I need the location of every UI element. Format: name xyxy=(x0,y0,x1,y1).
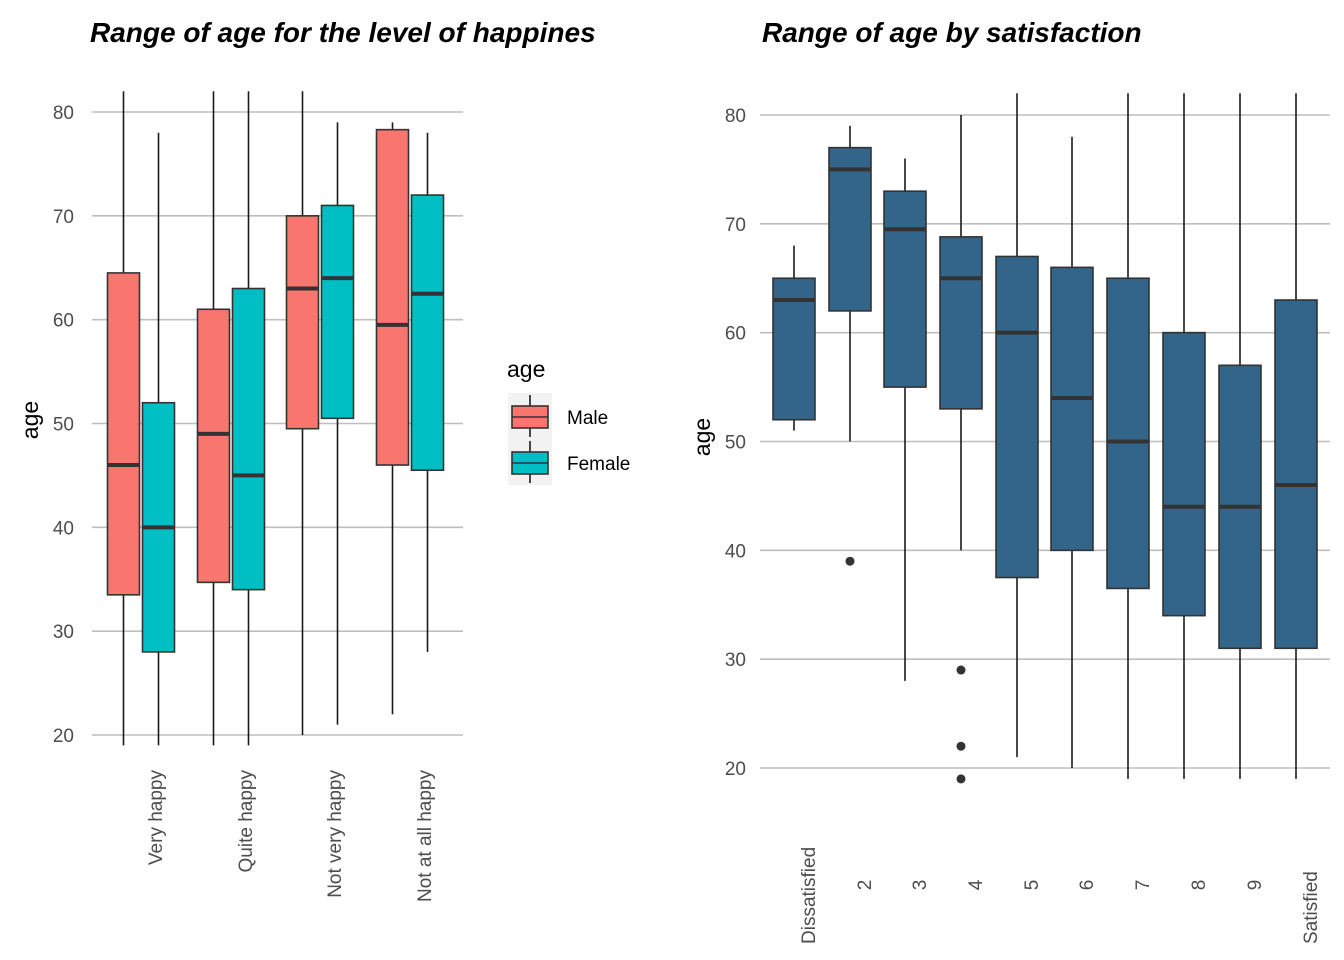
right-y-tick-30: 30 xyxy=(725,650,746,671)
right-x-tick-5: 5 xyxy=(1022,880,1043,891)
outlier-point xyxy=(956,774,966,784)
box-iqr xyxy=(1274,299,1318,650)
box-iqr xyxy=(1162,331,1206,617)
happiness-boxplot-panel: Range of age for the level of happines 2… xyxy=(17,17,630,902)
outlier-point xyxy=(845,556,855,566)
legend-label-female: Female xyxy=(567,454,630,475)
left-y-tick-30: 30 xyxy=(53,622,74,643)
box-female-not-at-all-happy xyxy=(410,132,445,652)
left-y-tick-60: 60 xyxy=(53,311,74,332)
box-iqr xyxy=(320,204,355,420)
left-y-tick-50: 50 xyxy=(53,415,74,436)
left-y-tick-40: 40 xyxy=(53,518,74,539)
right-y-tick-50: 50 xyxy=(725,433,746,454)
legend-label-male: Male xyxy=(567,408,608,429)
box-satisfied xyxy=(1274,93,1318,779)
box-iqr xyxy=(231,287,266,591)
box-male-not-very-happy xyxy=(285,91,320,735)
left-y-tick-80: 80 xyxy=(53,103,74,124)
outlier-point xyxy=(956,665,966,675)
box-4 xyxy=(939,115,983,784)
left-x-tick-not-at-all-happy: Not at all happy xyxy=(415,770,436,903)
satisfaction-boxplot-panel: Range of age by satisfaction 20 30 40 50 60 7… xyxy=(689,17,1330,944)
right-x-tick-labels: Dissatisfied 2 3 4 5 6 7 8 9 Satisfied xyxy=(799,847,1322,944)
right-y-tick-20: 20 xyxy=(725,759,746,780)
box-female-quite-happy xyxy=(231,91,266,746)
right-y-tick-70: 70 xyxy=(725,215,746,236)
box-5 xyxy=(995,93,1039,758)
box-iqr xyxy=(995,255,1039,579)
outlier-point xyxy=(956,741,966,751)
box-iqr xyxy=(939,236,983,410)
legend-key-female: Female xyxy=(508,439,630,485)
box-iqr xyxy=(828,146,872,312)
box-iqr xyxy=(106,272,141,596)
left-chart-title: Range of age for the level of happines xyxy=(90,17,596,48)
box-female-very-happy xyxy=(141,132,176,746)
left-x-tick-labels: Very happy Quite happy Not very happy Not a… xyxy=(146,770,436,903)
box-male-not-at-all-happy xyxy=(375,122,410,715)
left-y-tick-70: 70 xyxy=(53,207,74,228)
box-iqr xyxy=(196,308,231,584)
right-x-tick-7: 7 xyxy=(1133,880,1154,891)
right-x-tick-6: 6 xyxy=(1077,880,1098,891)
left-x-tick-very-happy: Very happy xyxy=(146,770,167,866)
legend-key-male: Male xyxy=(508,393,608,439)
box-female-not-very-happy xyxy=(320,122,355,725)
right-y-tick-40: 40 xyxy=(725,541,746,562)
left-y-tick-labels: 20 30 40 50 60 70 80 xyxy=(53,103,74,747)
box-9 xyxy=(1218,93,1262,779)
right-x-tick-4: 4 xyxy=(966,879,987,890)
left-x-tick-not-very-happy: Not very happy xyxy=(325,770,346,898)
right-y-tick-80: 80 xyxy=(725,106,746,127)
left-y-axis-title: age xyxy=(17,401,43,439)
right-x-tick-3: 3 xyxy=(910,880,931,891)
right-y-axis-title: age xyxy=(689,418,715,456)
box-iqr xyxy=(883,190,927,388)
right-x-tick-2: 2 xyxy=(855,880,876,891)
right-y-tick-labels: 20 30 40 50 60 70 80 xyxy=(725,106,746,780)
box-male-very-happy xyxy=(106,91,141,746)
legend: age Male Female xyxy=(507,356,630,485)
right-chart-title: Range of age by satisfaction xyxy=(762,17,1142,48)
legend-title: age xyxy=(507,356,545,382)
right-boxes xyxy=(772,93,1318,784)
box-iqr xyxy=(1106,277,1150,590)
right-x-tick-satisfied: Satisfied xyxy=(1301,871,1322,944)
right-y-tick-60: 60 xyxy=(725,324,746,345)
left-y-tick-20: 20 xyxy=(53,726,74,747)
box-iqr xyxy=(375,128,410,466)
box-dissatisfied xyxy=(772,245,816,431)
left-x-tick-quite-happy: Quite happy xyxy=(236,770,257,873)
box-3 xyxy=(883,158,927,681)
box-6 xyxy=(1050,136,1094,768)
box-iqr xyxy=(1050,266,1094,552)
box-8 xyxy=(1162,93,1206,779)
left-boxes xyxy=(106,91,445,746)
box-iqr xyxy=(285,215,320,430)
box-7 xyxy=(1106,93,1150,779)
box-male-quite-happy xyxy=(196,91,231,746)
right-x-tick-8: 8 xyxy=(1189,880,1210,891)
right-x-tick-9: 9 xyxy=(1245,880,1266,891)
box-2 xyxy=(828,125,872,566)
right-x-tick-dissatisfied: Dissatisfied xyxy=(799,847,820,944)
box-iqr xyxy=(410,194,445,472)
